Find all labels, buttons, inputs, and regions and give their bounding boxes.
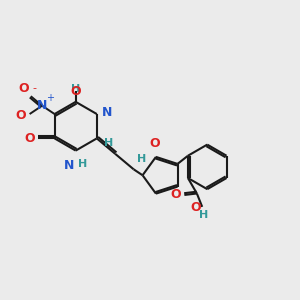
Text: O: O <box>15 109 26 122</box>
Text: O: O <box>149 137 160 150</box>
Text: H: H <box>199 210 208 220</box>
Text: O: O <box>170 188 181 202</box>
Text: +: + <box>46 93 54 103</box>
Text: H: H <box>78 159 87 169</box>
Text: N: N <box>37 99 47 112</box>
Text: O: O <box>19 82 29 95</box>
Text: N: N <box>102 106 112 119</box>
Text: O: O <box>190 201 201 214</box>
Text: H: H <box>104 138 113 148</box>
Text: O: O <box>24 132 35 145</box>
Text: O: O <box>70 85 81 98</box>
Text: -: - <box>32 82 36 93</box>
Text: N: N <box>64 159 74 172</box>
Text: H: H <box>137 154 146 164</box>
Text: H: H <box>71 83 80 94</box>
